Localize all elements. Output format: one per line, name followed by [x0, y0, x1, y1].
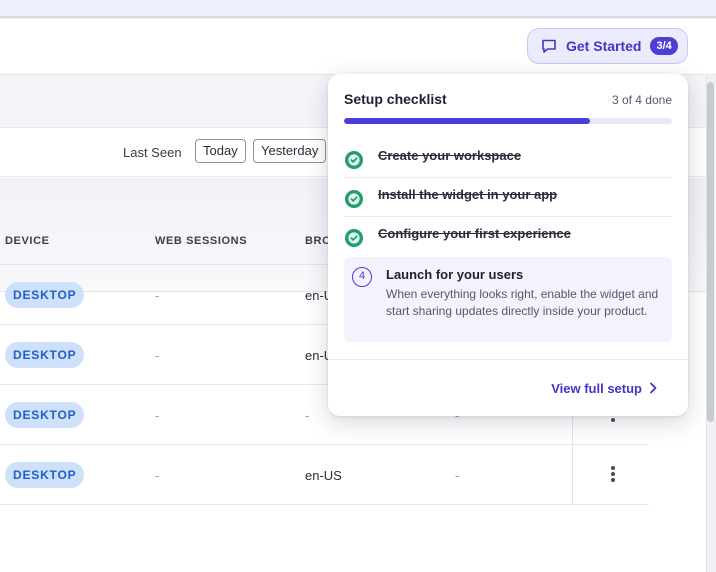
table-row[interactable]: DESKTOP - - -	[0, 385, 649, 445]
checklist-progress-fill	[344, 118, 590, 124]
web-sessions-cell: -	[155, 468, 160, 483]
table-header: DEVICE WEB SESSIONS BRO	[0, 216, 649, 265]
checklist-title: Setup checklist	[344, 91, 447, 107]
column-header-device[interactable]: DEVICE	[5, 235, 50, 247]
users-table: DEVICE WEB SESSIONS BRO DESKTOP - en-U D…	[0, 216, 649, 505]
checklist-item-completed[interactable]: Configure your first experience	[344, 217, 672, 256]
checklist-item-label: Create your workspace	[378, 148, 522, 163]
setup-checklist-popover: Setup checklist 3 of 4 done Create your …	[328, 74, 688, 416]
row-actions-cell	[572, 445, 649, 504]
checklist-item-completed[interactable]: Install the widget in your app	[344, 178, 672, 217]
checklist-item-completed[interactable]: Create your workspace	[344, 139, 672, 178]
table-row[interactable]: DESKTOP - en-US -	[0, 325, 649, 385]
app-header: Get Started 3/4	[0, 19, 716, 75]
scrollbar-thumb[interactable]	[707, 82, 714, 422]
column-header-web-sessions[interactable]: WEB SESSIONS	[155, 235, 248, 247]
active-step-title: Launch for your users	[386, 267, 524, 282]
check-circle-icon	[344, 228, 364, 248]
device-badge: DESKTOP	[5, 462, 85, 488]
chevron-right-icon[interactable]	[648, 381, 658, 395]
device-badge: DESKTOP	[5, 282, 85, 308]
checklist-item-active[interactable]: 4 Launch for your users When everything …	[344, 257, 672, 342]
browser-language-cell: en-US	[305, 468, 342, 483]
popover-divider	[328, 359, 688, 360]
filter-chip-yesterday[interactable]: Yesterday	[253, 139, 327, 163]
column-header-browser[interactable]: BRO	[305, 235, 332, 247]
device-badge: DESKTOP	[5, 342, 85, 368]
check-circle-icon	[344, 189, 364, 209]
step-number: 4	[352, 267, 372, 287]
kebab-icon[interactable]	[611, 466, 615, 482]
chat-bubble-icon	[540, 37, 558, 55]
web-sessions-cell: -	[155, 408, 160, 423]
filter-chip-today[interactable]: Today	[195, 139, 246, 163]
device-badge: DESKTOP	[5, 402, 85, 428]
checklist-progress-bar	[344, 118, 672, 124]
check-circle-icon	[344, 150, 364, 170]
checklist-count: 3 of 4 done	[611, 93, 672, 107]
get-started-label: Get Started	[566, 38, 642, 54]
table-row[interactable]: DESKTOP - en-US -	[0, 445, 649, 505]
browser-language-cell: en-U	[305, 288, 334, 303]
last-seen-label: Last Seen	[123, 145, 182, 160]
checklist-item-label: Install the widget in your app	[378, 187, 558, 202]
web-sessions-cell: -	[155, 348, 160, 363]
browser-language-cell: -	[305, 408, 310, 423]
web-sessions-cell: -	[155, 288, 160, 303]
active-step-description: When everything looks right, enable the …	[386, 287, 659, 318]
get-started-progress-badge: 3/4	[650, 37, 678, 55]
extra-cell: -	[455, 468, 460, 483]
checklist-item-label: Configure your first experience	[378, 226, 571, 241]
table-row[interactable]: DESKTOP - en-U	[0, 265, 649, 325]
get-started-button[interactable]: Get Started 3/4	[527, 28, 688, 64]
top-strip	[0, 0, 716, 18]
view-full-setup-link[interactable]: View full setup	[551, 381, 642, 396]
